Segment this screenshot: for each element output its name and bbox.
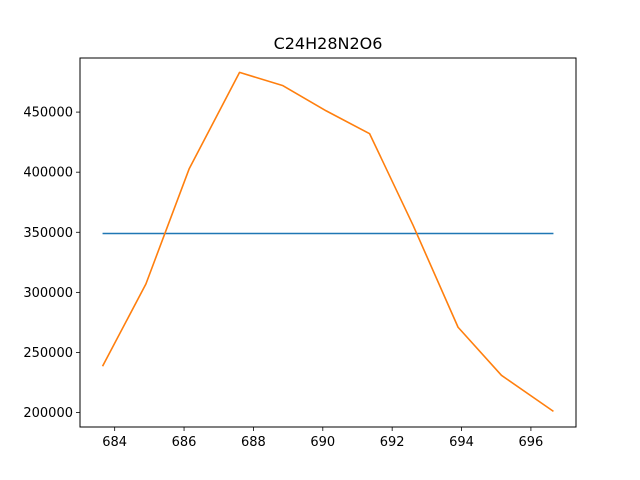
chart-title: C24H28N2O6 <box>274 34 383 53</box>
x-tick-label: 686 <box>172 435 197 450</box>
y-tick-label: 300000 <box>23 286 73 301</box>
y-tick-label: 250000 <box>23 346 73 361</box>
x-tick-label: 692 <box>380 435 405 450</box>
y-tick-label: 450000 <box>23 106 73 121</box>
x-tick-label: 694 <box>449 435 474 450</box>
y-tick-label: 350000 <box>23 226 73 241</box>
x-tick-label: 688 <box>241 435 266 450</box>
x-tick-label: 684 <box>102 435 127 450</box>
y-tick-label: 400000 <box>23 166 73 181</box>
y-tick-label: 200000 <box>23 406 73 421</box>
x-tick-label: 696 <box>518 435 543 450</box>
x-tick-label: 690 <box>310 435 335 450</box>
